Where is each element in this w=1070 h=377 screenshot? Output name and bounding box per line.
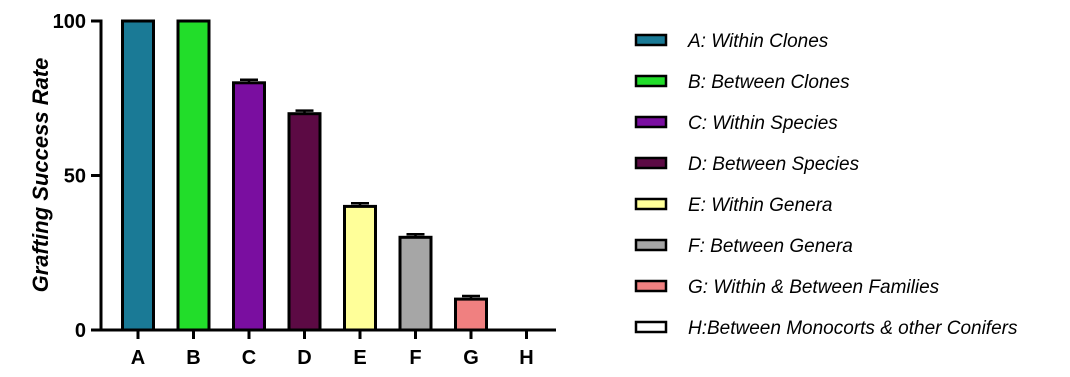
y-tick-label-0: 0	[75, 320, 86, 342]
bar-g	[454, 297, 488, 332]
x-tick-label-d: D	[297, 347, 311, 369]
x-tick-label-b: B	[186, 347, 200, 369]
x-tick-label-e: E	[353, 347, 366, 369]
legend-label-a: A: Within Clones	[687, 31, 829, 52]
x-tick-label-a: A	[131, 347, 145, 369]
legend-label-b: B: Between Clones	[688, 72, 850, 93]
bar-e	[343, 204, 377, 332]
bar-c	[232, 81, 266, 332]
legend-swatch-d	[634, 156, 668, 170]
bar-f	[398, 235, 433, 332]
y-tick-label-100: 100	[53, 11, 86, 33]
x-tick-label-g: G	[463, 347, 479, 369]
x-tick-label-h: H	[519, 347, 533, 369]
legend: A: Within Clones B: Between Clones C: With…	[634, 31, 1018, 339]
x-tick-label-f: F	[409, 347, 421, 369]
legend-label-f: F: Between Genera	[688, 236, 853, 257]
legend-swatch-f	[634, 238, 668, 252]
legend-label-h: H:Between Monocorts & other Conifers	[688, 318, 1018, 339]
legend-swatch-a	[634, 33, 668, 47]
legend-swatch-e	[634, 197, 668, 211]
legend-swatch-g	[634, 279, 668, 293]
bar-b	[176, 19, 211, 332]
plot-area: A B C D E F G H 0 50 100	[53, 11, 556, 369]
bar-d	[287, 112, 322, 332]
y-axis-title: Grafting Success Rate	[28, 58, 53, 293]
legend-label-g: G: Within & Between Families	[688, 277, 940, 298]
legend-swatch-h	[634, 320, 668, 334]
legend-swatch-c	[634, 115, 668, 129]
legend-label-c: C: Within Species	[688, 113, 838, 134]
legend-label-e: E: Within Genera	[688, 195, 833, 216]
bar-a	[121, 19, 155, 332]
legend-swatch-b	[634, 74, 668, 88]
y-tick-label-50: 50	[64, 166, 86, 188]
legend-label-d: D: Between Species	[688, 154, 860, 175]
x-tick-label-c: C	[242, 347, 256, 369]
